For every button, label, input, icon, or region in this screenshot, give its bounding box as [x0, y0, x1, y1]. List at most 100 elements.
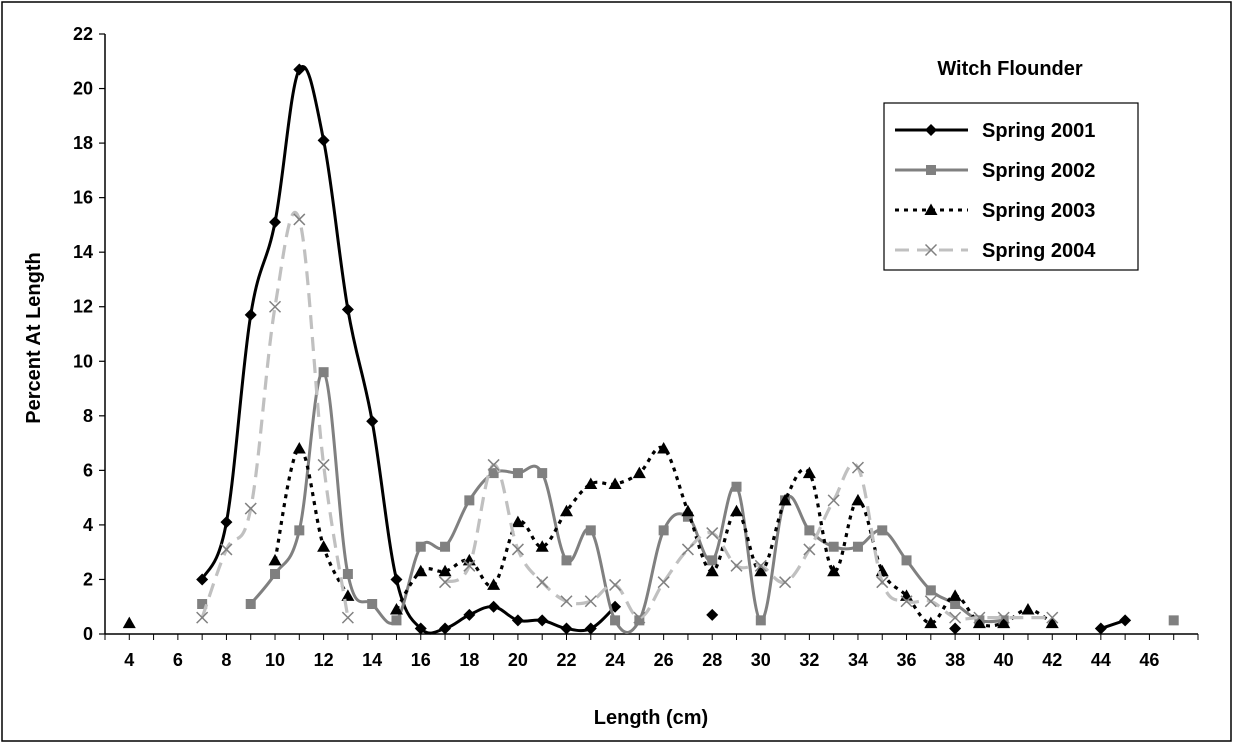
data-point-spring-2002 [658, 525, 669, 536]
data-point-spring-2004 [827, 494, 840, 507]
y-tick-label: 14 [73, 242, 93, 262]
y-tick-label: 8 [83, 406, 93, 426]
data-point-spring-2002 [464, 495, 475, 506]
data-point-spring-2002 [294, 525, 305, 536]
data-point-spring-2002 [610, 615, 621, 626]
data-point-spring-2003 [705, 564, 719, 577]
x-tick-label: 38 [945, 650, 965, 670]
x-tick-label: 30 [751, 650, 771, 670]
data-point-spring-2002 [707, 555, 718, 566]
data-point-spring-2003 [584, 477, 598, 489]
data-point-spring-2001 [439, 622, 452, 635]
y-tick-label: 12 [73, 297, 93, 317]
series-line-spring-2001 [200, 65, 617, 635]
series-line-spring-2003 [273, 446, 350, 597]
data-point-spring-2003 [657, 442, 671, 454]
data-point-spring-2003 [1021, 602, 1035, 615]
y-tick-label: 2 [83, 569, 93, 589]
data-point-spring-2002 [342, 569, 353, 579]
data-point-spring-2004 [730, 559, 743, 572]
data-point-spring-2002 [682, 511, 693, 522]
data-point-spring-2003 [559, 504, 573, 517]
x-tick-label: 32 [799, 650, 819, 670]
x-tick-label: 42 [1042, 650, 1062, 670]
data-point-spring-2004 [609, 578, 622, 591]
legend-label-spring-2001: Spring 2001 [982, 120, 1095, 142]
x-tick-label: 10 [265, 650, 285, 670]
data-point-spring-2002 [901, 555, 912, 566]
data-point-spring-2003 [1045, 616, 1059, 629]
data-point-spring-2001 [487, 600, 500, 613]
data-point-spring-2004 [268, 300, 282, 313]
x-tick-label: 26 [654, 650, 674, 670]
data-point-spring-2001 [414, 622, 427, 635]
x-tick-label: 14 [362, 650, 382, 670]
data-point-spring-2002 [512, 468, 523, 479]
legend-label-spring-2002: Spring 2002 [982, 160, 1095, 182]
data-point-spring-2001 [244, 308, 257, 321]
data-point-spring-2002 [1168, 615, 1179, 626]
data-point-spring-2004 [341, 611, 354, 624]
x-tick-label: 18 [459, 650, 479, 670]
data-point-spring-2004 [633, 611, 646, 624]
data-point-spring-2004 [924, 595, 937, 608]
data-point-spring-2004 [973, 611, 986, 624]
data-point-spring-2004 [851, 461, 864, 474]
data-point-spring-2004 [244, 502, 257, 515]
data-point-spring-2001 [196, 573, 209, 586]
data-point-spring-2002 [488, 468, 499, 479]
data-point-spring-2001 [560, 622, 573, 635]
data-point-spring-2003 [972, 616, 986, 629]
data-point-spring-2001 [584, 622, 597, 635]
chart-title: Witch Flounder [937, 58, 1083, 80]
data-point-spring-2002 [828, 541, 839, 552]
data-point-spring-2001 [949, 622, 962, 635]
data-point-spring-2003 [802, 466, 816, 479]
data-point-spring-2003 [632, 466, 646, 479]
series-spring-2003 [122, 442, 1059, 629]
data-point-spring-2003 [389, 602, 403, 615]
x-tick-label: 16 [411, 650, 431, 670]
x-tick-label: 12 [314, 650, 334, 670]
data-point-spring-2003 [414, 564, 428, 577]
data-point-spring-2003 [778, 493, 792, 506]
data-point-spring-2004 [293, 213, 306, 226]
y-tick-label: 20 [73, 79, 93, 99]
data-point-spring-2003 [851, 493, 865, 506]
legend-item-spring-2004: Spring 2004 [895, 240, 1096, 262]
legend-marker-spring-2003 [924, 203, 938, 215]
x-tick-label: 36 [897, 650, 917, 670]
data-point-spring-2004 [779, 576, 792, 589]
data-point-spring-2001 [293, 63, 306, 76]
data-point-spring-2001 [536, 614, 549, 627]
data-point-spring-2004 [681, 543, 694, 556]
data-point-spring-2004 [997, 611, 1010, 624]
x-axis-title: Length (cm) [594, 707, 708, 729]
data-point-spring-2004 [1046, 611, 1059, 624]
data-point-spring-2003 [487, 578, 501, 590]
data-point-spring-2003 [438, 564, 452, 577]
data-point-spring-2001 [317, 134, 330, 147]
data-point-spring-2003 [317, 540, 331, 552]
data-point-spring-2001 [220, 516, 233, 529]
data-point-spring-2004 [657, 576, 670, 589]
data-point-spring-2002 [634, 615, 645, 626]
x-tick-label: 22 [556, 650, 576, 670]
data-point-spring-2003 [827, 564, 841, 577]
data-point-spring-2004 [196, 611, 209, 624]
data-point-spring-2004 [584, 595, 597, 608]
data-point-spring-2004 [220, 543, 233, 556]
data-point-spring-2003 [924, 616, 938, 629]
legend-marker-spring-2004 [924, 243, 938, 257]
series-spring-2001 [196, 63, 1132, 635]
data-point-spring-2002 [804, 525, 815, 536]
y-tick-label: 4 [83, 515, 93, 535]
data-point-spring-2004 [803, 543, 816, 556]
x-tick-label: 44 [1091, 650, 1111, 670]
data-point-spring-2001 [511, 614, 524, 627]
data-point-spring-2002 [585, 525, 596, 536]
y-axis-title: Percent At Length [23, 252, 45, 424]
y-tick-label: 16 [73, 188, 93, 208]
data-point-spring-2003 [681, 504, 695, 517]
